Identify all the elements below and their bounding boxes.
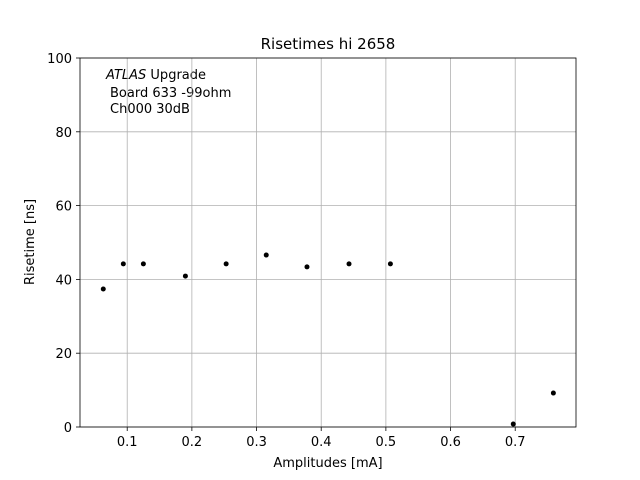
x-tick-label: 0.5 bbox=[376, 435, 397, 450]
x-tick-label: 0.3 bbox=[246, 435, 267, 450]
point bbox=[100, 286, 106, 292]
point bbox=[346, 261, 352, 267]
annotation-line: Board 633 -99ohm bbox=[110, 86, 231, 101]
x-tick-label: 0.1 bbox=[117, 435, 138, 450]
point bbox=[140, 261, 146, 267]
y-tick-label: 40 bbox=[55, 273, 72, 288]
point bbox=[510, 421, 516, 427]
point bbox=[263, 252, 269, 258]
x-tick-label: 0.7 bbox=[505, 435, 526, 450]
annotation-italic: ATLAS bbox=[105, 68, 146, 83]
point bbox=[550, 390, 556, 396]
y-tick-label: 100 bbox=[47, 52, 72, 67]
point bbox=[182, 273, 188, 279]
chart-title: Risetimes hi 2658 bbox=[261, 35, 396, 53]
point bbox=[387, 261, 393, 267]
x-axis-label: Amplitudes [mA] bbox=[273, 456, 382, 471]
annotation-line: Ch000 30dB bbox=[110, 102, 190, 117]
point bbox=[304, 264, 310, 270]
annotation: ATLAS Upgrade bbox=[105, 68, 206, 83]
y-tick-label: 0 bbox=[64, 421, 72, 436]
point bbox=[120, 261, 126, 267]
annotation-first: Upgrade bbox=[150, 68, 206, 83]
x-tick-label: 0.6 bbox=[440, 435, 461, 450]
y-axis-label: Risetime [ns] bbox=[23, 199, 38, 285]
y-tick-label: 20 bbox=[55, 347, 72, 362]
plot-frame bbox=[79, 57, 577, 428]
point bbox=[223, 261, 229, 267]
x-tick-label: 0.2 bbox=[182, 435, 203, 450]
x-tick-label: 0.4 bbox=[311, 435, 332, 450]
y-tick-label: 60 bbox=[55, 200, 72, 215]
y-tick-label: 80 bbox=[55, 126, 72, 141]
